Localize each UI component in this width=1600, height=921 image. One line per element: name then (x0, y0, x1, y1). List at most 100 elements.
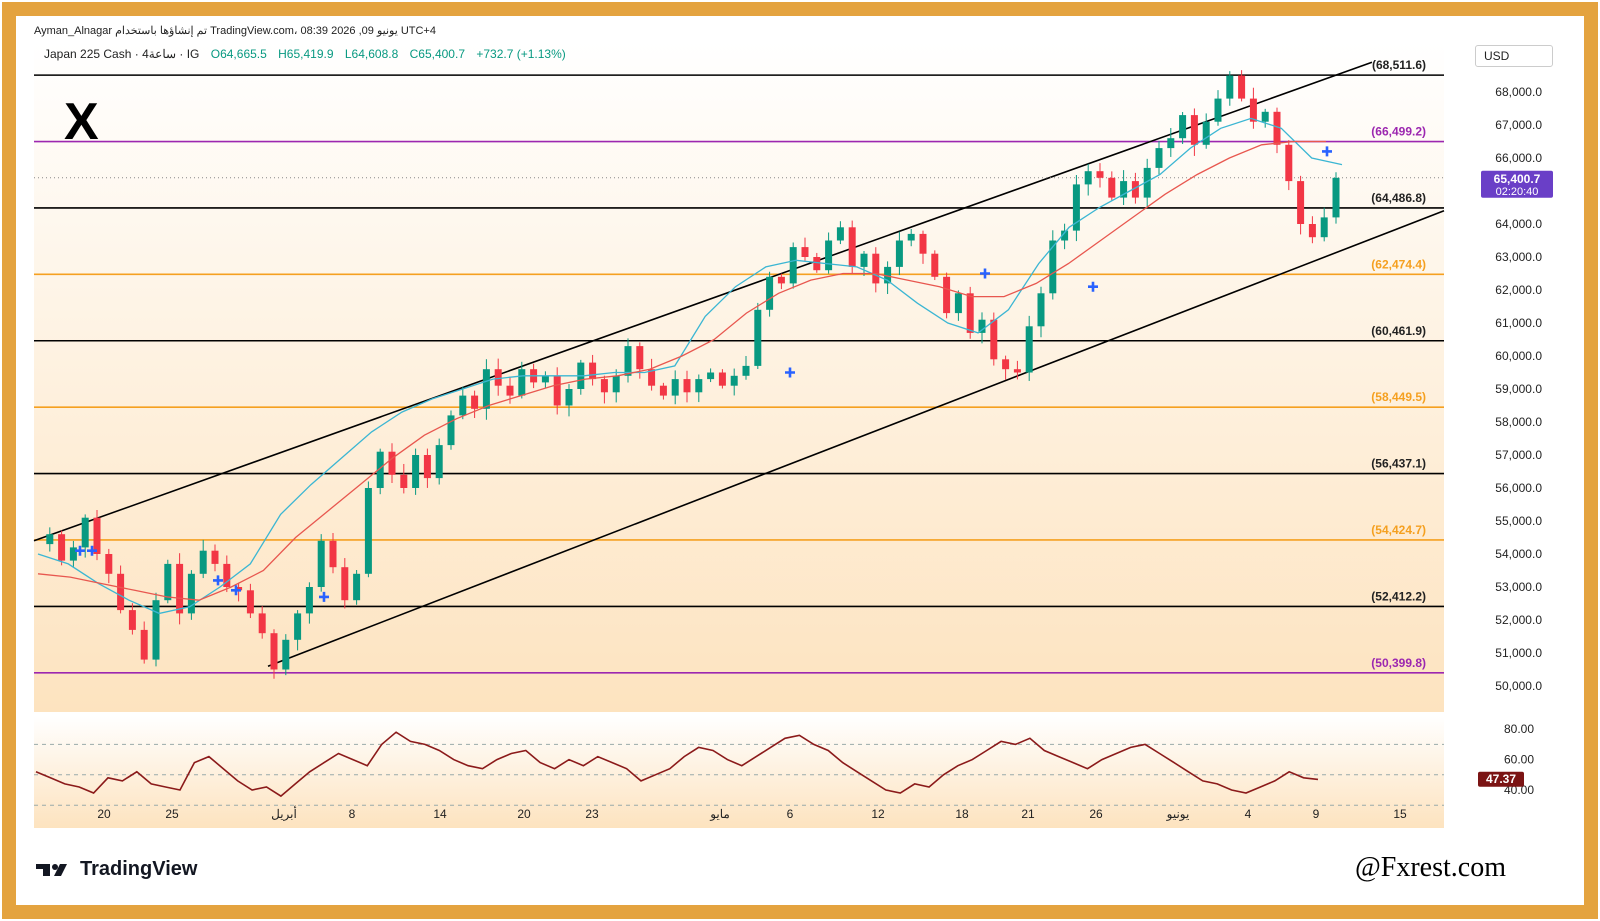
tradingview-logo: TradingView (34, 858, 197, 881)
candle-body (990, 319, 998, 360)
candle-body (931, 253, 939, 277)
candle-body (1249, 98, 1257, 122)
rsi-pane-background (34, 716, 1444, 828)
candle-body (117, 573, 125, 611)
candle-body (695, 379, 703, 393)
candle-body (907, 233, 915, 241)
candle-body (978, 319, 986, 333)
candle-body (459, 395, 467, 416)
channel-lower-line (267, 210, 1445, 667)
time-axis-tick: 20 (517, 807, 531, 821)
cross-marker (231, 585, 241, 596)
level-label: (66,499.2) (1371, 125, 1426, 139)
time-axis-tick: 14 (433, 807, 447, 821)
candle-body (81, 517, 89, 548)
candle-body (176, 563, 184, 614)
currency-selector[interactable]: USD (1475, 45, 1553, 67)
candle-body (825, 240, 833, 271)
time-axis-tick: 12 (871, 807, 885, 821)
candle-body (1214, 98, 1222, 122)
brand-x-logo: X (64, 93, 99, 151)
candle-body (648, 369, 656, 386)
price-axis-tick: 50,000.0 (1495, 679, 1542, 693)
candle-body (954, 293, 962, 314)
time-axis-tick: 26 (1089, 807, 1103, 821)
candle-body (966, 293, 974, 333)
candle-body (58, 534, 66, 561)
level-label: (54,424.7) (1371, 523, 1426, 537)
candle-body (93, 517, 101, 554)
ema-fast-line (37, 117, 1343, 615)
tradingview-wordmark: TradingView (80, 858, 198, 880)
price-axis-tick: 66,000.0 (1495, 151, 1542, 165)
candle-body (1190, 115, 1198, 145)
price-axis-tick: 61,000.0 (1495, 316, 1542, 330)
candle-body (400, 474, 408, 488)
cross-marker (980, 268, 990, 279)
candle-body (388, 451, 396, 475)
symbol-label[interactable]: Japan 225 Cash · 4ساعة · IG (44, 47, 200, 61)
candle-body (128, 610, 136, 630)
candle-body (294, 613, 302, 640)
cross-marker (1322, 146, 1332, 157)
candle-body (69, 547, 77, 561)
time-axis-tick: مايو (709, 807, 730, 821)
candle-body (46, 534, 54, 545)
time-axis-tick: 6 (787, 807, 794, 821)
candle-body (1155, 148, 1163, 168)
candle-body (1013, 369, 1021, 373)
cross-marker (319, 591, 329, 602)
candle-body (1261, 111, 1269, 122)
candle-body (235, 587, 243, 591)
symbol-ohlc-line: Japan 225 Cash · 4ساعة · IG O64,665.5 H6… (44, 47, 574, 61)
candle-body (671, 379, 679, 396)
candle-body (518, 369, 526, 396)
candle-body (766, 276, 774, 310)
candle-body (541, 375, 549, 383)
candle-body (589, 362, 597, 380)
candle-body (636, 346, 644, 370)
change-value: +732.7 (+1.13%) (476, 47, 566, 61)
cross-marker (213, 575, 223, 586)
candle-body (353, 573, 361, 601)
candle-body (423, 455, 431, 479)
price-axis-tick: 63,000.0 (1495, 250, 1542, 264)
time-axis-tick: 9 (1313, 807, 1320, 821)
candle-body (1320, 217, 1328, 238)
candle-body (553, 375, 561, 406)
candle-body (1308, 224, 1316, 238)
price-axis-tick: 59,000.0 (1495, 382, 1542, 396)
candle-body (1108, 177, 1116, 198)
price-axis-tick: 55,000.0 (1495, 514, 1542, 528)
candle-body (1297, 181, 1305, 224)
price-axis-tick: 58,000.0 (1495, 415, 1542, 429)
high-value: H65,419.9 (278, 47, 334, 61)
candle-body (1285, 144, 1293, 182)
close-value: C65,400.7 (409, 47, 465, 61)
price-axis-tick: 56,000.0 (1495, 481, 1542, 495)
rsi-line (35, 731, 1319, 798)
cross-marker (87, 545, 97, 556)
candle-body (683, 379, 691, 393)
time-axis-tick: أبريل (271, 806, 297, 821)
candle-body (1273, 111, 1281, 145)
candle-body (1167, 138, 1175, 149)
candle-body (1025, 326, 1033, 373)
candle-body (742, 365, 750, 376)
price-axis-tick: 67,000.0 (1495, 118, 1542, 132)
candle-body (612, 375, 620, 393)
open-value: O64,665.5 (210, 47, 267, 61)
candle-body (494, 369, 502, 386)
price-axis-tick: 54,000.0 (1495, 547, 1542, 561)
candle-body (1002, 359, 1010, 370)
candle-body (140, 629, 148, 660)
candle-body (801, 247, 809, 257)
candle-body (152, 600, 160, 660)
candle-body (412, 455, 420, 488)
candle-body (1120, 181, 1128, 198)
candle-body (305, 587, 313, 614)
candle-body (447, 415, 455, 446)
candle-body (164, 563, 172, 601)
